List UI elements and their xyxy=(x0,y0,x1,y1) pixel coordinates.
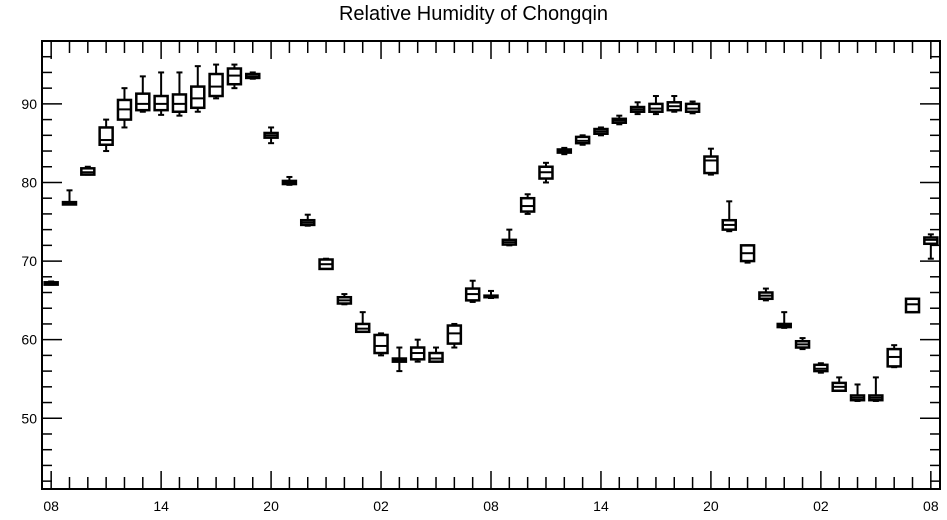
box-plot-item xyxy=(135,75,151,113)
box-plot-item xyxy=(593,126,609,137)
box-plot-item xyxy=(574,134,591,146)
box-plot-item xyxy=(923,233,939,260)
box-plot-item xyxy=(556,146,573,156)
box-plot-item xyxy=(813,362,829,374)
box-plot-item xyxy=(629,101,646,116)
y-tick-label: 70 xyxy=(21,253,37,269)
x-tick-label: 08 xyxy=(923,498,939,514)
x-tick-label: 02 xyxy=(373,498,389,514)
box-iqr xyxy=(373,333,389,355)
box-plot-item xyxy=(43,280,59,286)
box-plot-item xyxy=(373,332,389,357)
y-tick-label: 60 xyxy=(21,332,37,348)
box-iqr xyxy=(428,351,444,363)
box-plot-item xyxy=(849,383,866,402)
box-plot-item xyxy=(519,193,536,215)
y-tick-label: 80 xyxy=(21,174,37,190)
x-tick-label: 08 xyxy=(43,498,59,514)
box-plot-item xyxy=(409,338,426,363)
box-plot-item xyxy=(501,228,518,247)
box-plot-item xyxy=(428,346,444,363)
box-plot-item xyxy=(190,65,206,113)
x-tick-label: 02 xyxy=(813,498,829,514)
box-plot-item xyxy=(868,376,884,402)
box-plot-item xyxy=(299,213,316,227)
box-plot-item xyxy=(98,118,114,153)
box-plot-item xyxy=(794,337,811,351)
x-tick-label: 14 xyxy=(153,498,169,514)
y-axis: 50 60 70 80 90 xyxy=(21,55,940,482)
box-plot-item xyxy=(245,71,261,80)
box-plot-item xyxy=(226,63,243,90)
box-plot-item xyxy=(703,147,719,176)
box-iqr xyxy=(519,196,536,213)
box-plot-item xyxy=(611,114,628,126)
box-plot-item xyxy=(831,376,847,393)
box-iqr xyxy=(135,92,151,112)
x-axis: 08 14 20 02 08 14 20 02 08 xyxy=(43,41,939,514)
box-plot-item xyxy=(648,95,664,116)
box-plot-item xyxy=(80,165,96,176)
box-plot-item xyxy=(739,244,756,264)
box-plot-item xyxy=(318,257,334,271)
box-plot-item xyxy=(684,100,701,115)
box-iqr xyxy=(208,72,224,98)
x-tick-label: 08 xyxy=(483,498,499,514)
box-plot-item xyxy=(483,289,499,300)
x-tick-label: 20 xyxy=(263,498,279,514)
x-tick-label: 20 xyxy=(703,498,719,514)
box-plot-item xyxy=(153,71,169,116)
box-plot-item xyxy=(446,322,463,349)
box-plot-item xyxy=(61,189,78,206)
box-plot-item xyxy=(464,279,481,303)
box-plot-item xyxy=(354,311,371,334)
box-plot-item xyxy=(391,346,408,373)
boxes-group xyxy=(43,63,939,402)
box-plot-item xyxy=(721,200,737,233)
box-iqr xyxy=(703,155,719,175)
box-iqr xyxy=(190,85,206,110)
box-plot-item xyxy=(116,87,133,129)
box-iqr xyxy=(904,297,921,314)
box-plot-item xyxy=(171,71,188,117)
x-tick-label: 14 xyxy=(593,498,609,514)
box-plot-item xyxy=(538,161,554,184)
box-plot-item xyxy=(758,287,774,302)
box-plot-item xyxy=(886,344,902,369)
box-plot-item xyxy=(666,95,683,113)
box-iqr xyxy=(446,324,463,345)
box-plot-item xyxy=(263,126,279,145)
box-plot-item xyxy=(904,297,921,314)
box-iqr xyxy=(98,126,114,146)
box-plot-item xyxy=(336,293,353,306)
box-plot-item xyxy=(776,311,792,329)
box-plot-item xyxy=(208,63,224,100)
y-tick-label: 90 xyxy=(21,96,37,112)
chart-title: Relative Humidity of Chongqin xyxy=(338,3,609,25)
box-plot-item xyxy=(281,175,298,186)
y-tick-label: 50 xyxy=(21,410,37,426)
